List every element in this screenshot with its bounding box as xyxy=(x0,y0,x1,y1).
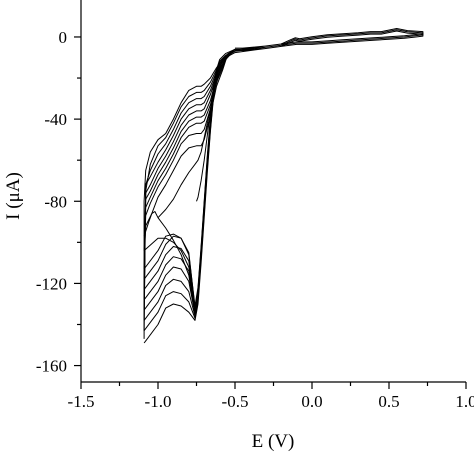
x-tick-label: -1.5 xyxy=(68,392,95,411)
cv-curve-12 xyxy=(143,55,228,331)
x-tick-label: 0.0 xyxy=(301,392,322,411)
y-tick-label: -40 xyxy=(44,110,67,129)
cv-curve-17 xyxy=(143,55,228,280)
x-tick-label: -0.5 xyxy=(222,392,249,411)
cv-curve-common-1 xyxy=(227,29,424,56)
cv-curve-13 xyxy=(143,55,228,321)
cv-curve-0 xyxy=(143,48,236,344)
x-tick-label: 1.0 xyxy=(455,392,474,411)
x-tick-label: -1.0 xyxy=(145,392,172,411)
x-axis-ticks: -1.5 -1.0 -0.5 0.0 0.5 1.0 xyxy=(68,382,474,411)
cv-curve-11 xyxy=(143,55,228,339)
x-axis-title: E (V) xyxy=(252,431,295,452)
cv-curve-16 xyxy=(143,55,228,290)
y-tick-label: 0 xyxy=(59,28,68,47)
curves-group xyxy=(143,28,424,344)
cv-curve-19 xyxy=(143,55,228,251)
y-tick-label: -120 xyxy=(36,274,67,293)
cv-curve-1 xyxy=(143,48,236,332)
cv-curve-15 xyxy=(143,55,228,300)
cv-curve-20 xyxy=(157,55,228,219)
y-tick-label: -160 xyxy=(36,357,67,376)
cv-curve-14 xyxy=(143,55,228,311)
y-tick-label: -80 xyxy=(44,192,67,211)
cv-curve-8 xyxy=(143,48,236,309)
y-axis-ticks: 0 -40 -80 -120 -160 xyxy=(36,28,81,376)
cv-curve-common-2 xyxy=(227,28,424,55)
x-tick-label: 0.5 xyxy=(378,392,399,411)
y-axis-title: I (μA) xyxy=(3,172,24,220)
